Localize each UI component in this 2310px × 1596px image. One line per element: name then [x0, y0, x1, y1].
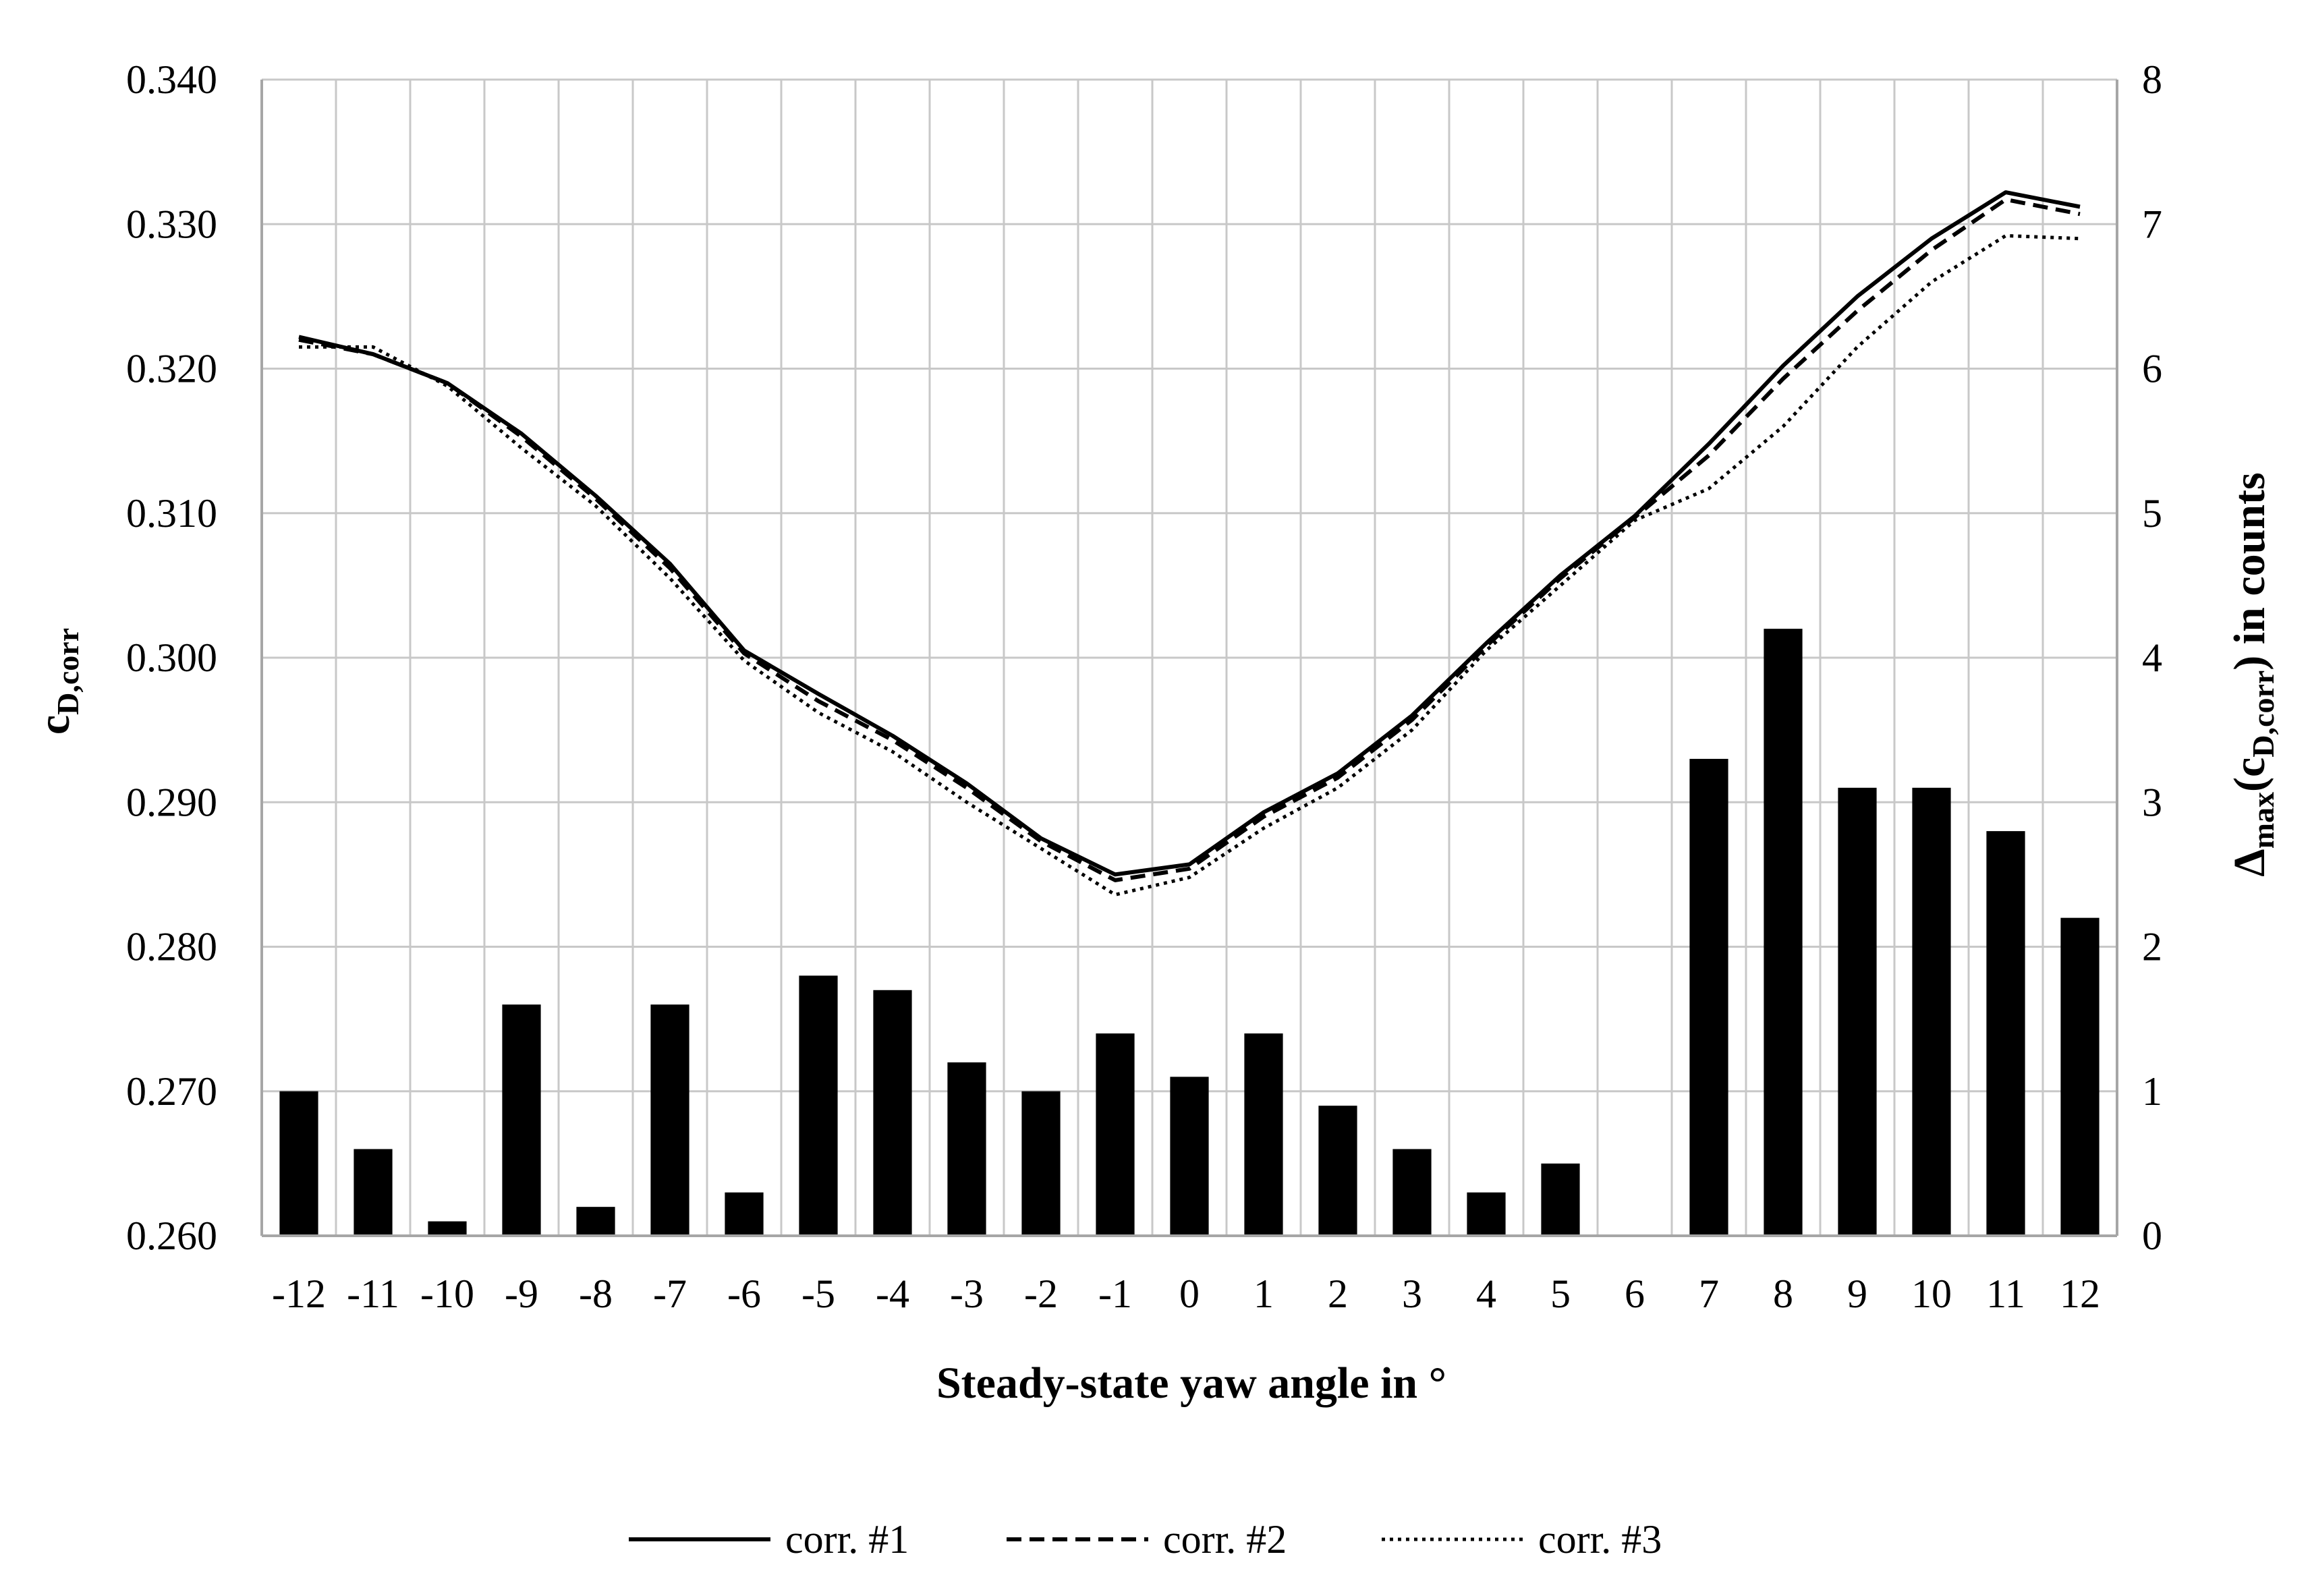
x-axis-title: Steady-state yaw angle in °: [936, 1359, 1446, 1408]
bar: [354, 1149, 393, 1236]
x-tick-label: 8: [1773, 1272, 1793, 1316]
bar: [502, 1004, 541, 1236]
x-tick-label: 5: [1550, 1272, 1571, 1316]
bar: [799, 975, 838, 1236]
x-tick-label: 7: [1699, 1272, 1719, 1316]
bars: [279, 629, 2100, 1236]
x-tick-label: 1: [1253, 1272, 1274, 1316]
bar: [650, 1004, 689, 1236]
y-left-tick-label: 0.300: [126, 635, 217, 680]
plot-frame: [260, 80, 2118, 1237]
y-left-tick-label: 0.340: [126, 57, 217, 102]
x-tick-label: 9: [1847, 1272, 1867, 1316]
y-left-tick-label: 0.290: [126, 780, 217, 824]
bar: [1096, 1033, 1135, 1236]
x-tick-label: -5: [801, 1272, 835, 1316]
bar: [1392, 1149, 1432, 1236]
y-left-tick-label: 0.330: [126, 202, 217, 246]
series-line: [299, 233, 2081, 896]
y-right-tick-label: 3: [2142, 780, 2162, 824]
bar: [1170, 1077, 1209, 1236]
bar: [1021, 1091, 1061, 1236]
x-tick-label: -3: [950, 1272, 984, 1316]
bar: [1912, 787, 1951, 1236]
y-right-tick-label: 6: [2142, 347, 2162, 391]
bar: [725, 1192, 764, 1236]
y-left-tick-label: 0.310: [126, 491, 217, 536]
x-tick-label: -6: [727, 1272, 761, 1316]
x-tick-label: 12: [2060, 1272, 2100, 1316]
y-right-tick-label: 1: [2142, 1069, 2162, 1114]
x-tick-label: -7: [653, 1272, 687, 1316]
y-right-tick-label: 2: [2142, 925, 2162, 969]
y-left-axis-title: cD,corr: [30, 628, 85, 735]
legend-label: corr. #1: [785, 1517, 909, 1562]
bar: [279, 1091, 318, 1236]
x-tick-label: 4: [1476, 1272, 1496, 1316]
legend-label: corr. #3: [1538, 1517, 1662, 1562]
y-right-title-tail: ) in counts: [2225, 472, 2274, 670]
x-tick-label: -9: [505, 1272, 538, 1316]
grid: [260, 78, 2118, 1237]
series-lines: [298, 190, 2081, 896]
bar: [1689, 758, 1728, 1236]
y-right-tick-label: 4: [2142, 635, 2162, 680]
bar: [1764, 629, 1803, 1236]
x-tick-label: 10: [1911, 1272, 1952, 1316]
y-right-tick-labels: 0 1 2 3 4 5 6 7 8: [2142, 57, 2162, 1258]
y-right-tick-label: 5: [2142, 491, 2162, 536]
x-tick-label: 0: [1179, 1272, 1200, 1316]
x-tick-label: -4: [876, 1272, 909, 1316]
y-right-title-sub1: max: [2246, 792, 2280, 849]
bar: [1318, 1106, 1357, 1236]
x-tick-label: -12: [272, 1272, 326, 1316]
bar: [1986, 831, 2025, 1236]
x-tick-label: 2: [1328, 1272, 1348, 1316]
y-left-title-sub: D,corr: [51, 628, 85, 715]
x-tick-label: -11: [347, 1272, 399, 1316]
y-right-tick-label: 7: [2142, 202, 2162, 246]
x-tick-label: -10: [420, 1272, 474, 1316]
y-right-axis-title: Δmax(cD,corr) in counts: [2225, 472, 2280, 876]
bar: [1541, 1163, 1580, 1236]
bar: [947, 1062, 986, 1236]
bar: [873, 990, 912, 1236]
series-line: [298, 197, 2081, 882]
y-left-tick-label: 0.280: [126, 925, 217, 969]
x-tick-label: 11: [1986, 1272, 2025, 1316]
x-tick-label: 3: [1402, 1272, 1422, 1316]
bar: [428, 1221, 467, 1236]
bar: [1244, 1033, 1283, 1236]
y-right-title-delta: Δ: [2225, 849, 2274, 876]
x-tick-labels: -12 -11 -10 -9 -8 -7 -6 -5 -4 -3 -2 -1 0 1 2 3 4 5 6 7 8 9 10 1…: [272, 1272, 2100, 1316]
bar: [576, 1207, 615, 1236]
y-right-tick-label: 8: [2142, 57, 2162, 102]
x-tick-label: -2: [1024, 1272, 1058, 1316]
bar: [2060, 917, 2100, 1236]
y-left-tick-labels: 0.260 0.270 0.280 0.290 0.300 0.310 0.320 0.330…: [126, 57, 217, 1258]
x-tick-label: -1: [1098, 1272, 1132, 1316]
y-right-tick-label: 0: [2142, 1214, 2162, 1258]
series-line: [298, 190, 2081, 877]
y-right-title-sub2: D,corr: [2246, 671, 2280, 758]
y-left-title-base: c: [30, 715, 79, 735]
y-left-tick-label: 0.320: [126, 347, 217, 391]
y-right-title-mid: (c: [2225, 758, 2274, 792]
x-tick-label: 6: [1625, 1272, 1645, 1316]
bar: [1467, 1192, 1506, 1236]
y-left-tick-label: 0.260: [126, 1214, 217, 1258]
legend-label: corr. #2: [1163, 1517, 1287, 1562]
x-tick-label: -8: [579, 1272, 613, 1316]
y-left-tick-label: 0.270: [126, 1069, 217, 1114]
bar: [1838, 787, 1877, 1236]
legend: corr. #1 corr. #2 corr. #3: [629, 1517, 1662, 1562]
